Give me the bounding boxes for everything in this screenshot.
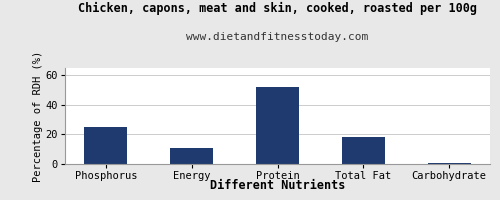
Text: www.dietandfitnesstoday.com: www.dietandfitnesstoday.com	[186, 32, 368, 42]
Text: Chicken, capons, meat and skin, cooked, roasted per 100g: Chicken, capons, meat and skin, cooked, …	[78, 2, 477, 15]
Y-axis label: Percentage of RDH (%): Percentage of RDH (%)	[33, 50, 43, 182]
Text: Different Nutrients: Different Nutrients	[210, 179, 345, 192]
Bar	[428, 163, 470, 164]
Bar	[84, 127, 127, 164]
Bar	[342, 137, 385, 164]
Bar	[256, 87, 299, 164]
Bar	[170, 148, 213, 164]
